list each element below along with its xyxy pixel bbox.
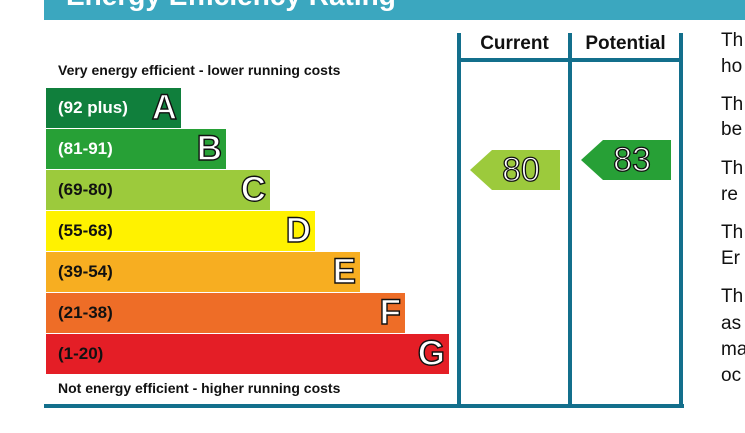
- rating-band-range: (81-91): [58, 139, 113, 158]
- rating-band-range: (21-38): [58, 303, 113, 322]
- rating-band-letter: F: [379, 292, 402, 332]
- side-text-line: Th: [721, 94, 744, 115]
- rating-band-f: (21-38) F: [46, 292, 405, 333]
- rating-band-b: (81-91) B: [46, 128, 226, 169]
- column-header-potential: Potential: [585, 33, 666, 54]
- current-rating-arrow: [470, 150, 560, 190]
- rating-band-g: (1-20) G: [46, 333, 449, 374]
- side-text-line: ma: [721, 339, 745, 360]
- side-text-line: Th: [721, 158, 744, 179]
- side-text-line: Er: [721, 248, 740, 269]
- rating-band-e: (39-54) E: [46, 251, 360, 292]
- side-text-line: Th: [721, 286, 744, 307]
- frame-bottom-line: [44, 404, 684, 408]
- side-text-line: be: [721, 119, 743, 140]
- rating-band-range: (69-80): [58, 180, 113, 199]
- side-text-line: Th: [721, 30, 744, 51]
- frame-divider-middle: [568, 33, 572, 408]
- current-rating-value: 80: [501, 150, 540, 189]
- side-text-line: as: [721, 313, 742, 334]
- rating-band-d: (55-68) D: [46, 210, 315, 251]
- bottom-caption: Not energy efficient - higher running co…: [58, 380, 341, 396]
- side-text-line: oc: [721, 365, 742, 386]
- rating-band-letter: C: [240, 169, 267, 209]
- rating-band-letter: E: [332, 251, 357, 291]
- frame-header-line: [457, 58, 683, 62]
- rating-band-range: (1-20): [58, 344, 104, 363]
- rating-band-range: (92 plus): [58, 98, 128, 117]
- current-rating-arrow-shape: [470, 150, 560, 190]
- side-text-line: Th: [721, 222, 744, 243]
- frame-divider-left: [457, 33, 461, 408]
- chart-title: Energy Efficiency Rating: [66, 0, 396, 12]
- rating-band-letter: B: [196, 128, 223, 168]
- potential-rating-value: 83: [612, 140, 651, 179]
- rating-band-letter: A: [151, 87, 178, 127]
- rating-band-letter: D: [285, 210, 312, 250]
- side-text-line: ho: [721, 56, 743, 77]
- potential-rating-arrow-shape: [581, 140, 671, 180]
- potential-rating-arrow: [581, 140, 671, 180]
- frame-divider-right: [679, 33, 683, 408]
- column-header-current: Current: [480, 33, 549, 54]
- top-caption: Very energy efficient - lower running co…: [58, 62, 341, 78]
- rating-band-c: (69-80) C: [46, 169, 270, 210]
- title-bar: Energy Efficiency Rating: [44, 0, 745, 20]
- side-text-line: re: [721, 184, 738, 205]
- rating-band-range: (55-68): [58, 221, 113, 240]
- rating-band-letter: G: [417, 333, 446, 373]
- rating-band-range: (39-54): [58, 262, 113, 281]
- rating-band-a: (92 plus) A: [46, 87, 181, 128]
